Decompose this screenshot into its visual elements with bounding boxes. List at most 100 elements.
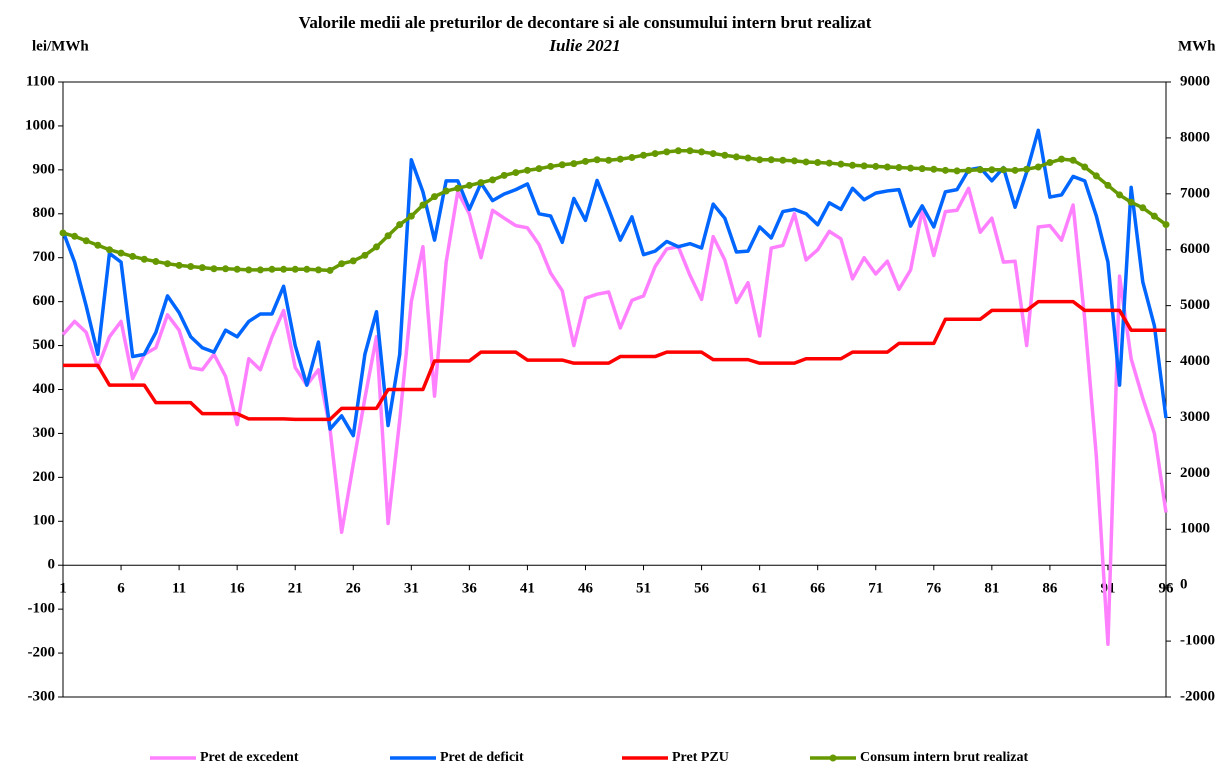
series-marker — [71, 232, 79, 240]
y2-tick-label: 0 — [1180, 577, 1188, 593]
y-tick-label: 700 — [33, 249, 56, 265]
y-tick-label: 400 — [33, 381, 56, 397]
series-marker — [605, 156, 613, 164]
y2-tick-label: -2000 — [1180, 688, 1215, 704]
x-tick-label: 31 — [404, 581, 419, 597]
y2-tick-label: 7000 — [1180, 185, 1210, 201]
y-tick-label: 600 — [33, 293, 56, 309]
series-marker — [640, 151, 648, 159]
y2-tick-label: 5000 — [1180, 297, 1210, 313]
x-tick-label: 6 — [117, 581, 125, 597]
x-tick-label: 56 — [694, 581, 710, 597]
series-marker — [349, 257, 357, 265]
y2-tick-label: 2000 — [1180, 465, 1210, 481]
series-marker — [872, 162, 880, 170]
series-marker — [802, 158, 810, 166]
y-tick-label: 200 — [33, 469, 56, 485]
series-marker — [1011, 166, 1019, 174]
series-marker — [976, 166, 984, 174]
series-marker — [407, 212, 415, 220]
series-marker — [779, 156, 787, 164]
series-marker — [860, 162, 868, 170]
y2-axis-label: MWh — [1178, 38, 1216, 54]
series-marker — [581, 157, 589, 165]
series-marker — [442, 187, 450, 195]
y-tick-label: 900 — [33, 161, 56, 177]
y2-tick-label: 3000 — [1180, 409, 1210, 425]
y-tick-label: 500 — [33, 337, 56, 353]
x-tick-label: 11 — [172, 581, 186, 597]
y-tick-label: 800 — [33, 205, 56, 221]
series-marker — [163, 260, 171, 268]
series-marker — [988, 166, 996, 174]
series-marker — [198, 264, 206, 272]
series-marker — [849, 161, 857, 169]
legend-label: Pret de excedent — [200, 750, 299, 765]
series-marker — [732, 153, 740, 161]
y-axis-label: lei/MWh — [32, 38, 89, 54]
series-marker — [547, 162, 555, 170]
series-marker — [233, 265, 241, 273]
x-tick-label: 66 — [810, 581, 826, 597]
series-marker — [105, 246, 113, 254]
series-marker — [187, 263, 195, 270]
series-marker — [1127, 198, 1135, 206]
series-marker — [129, 252, 137, 260]
series-marker — [930, 165, 938, 173]
series-marker — [59, 229, 67, 237]
x-tick-label: 71 — [868, 581, 883, 597]
series-marker — [1139, 204, 1147, 212]
series-marker — [837, 160, 845, 168]
series-marker — [593, 156, 601, 164]
legend-label: Consum intern brut realizat — [860, 750, 1028, 765]
chart-title: Valorile medii ale preturilor de deconta… — [299, 13, 872, 32]
series-marker — [291, 265, 299, 273]
series-marker — [338, 260, 346, 268]
series-marker — [883, 163, 891, 171]
y2-tick-label: 9000 — [1180, 73, 1210, 89]
series-marker — [814, 159, 822, 167]
x-tick-label: 21 — [288, 581, 303, 597]
y2-tick-label: 6000 — [1180, 241, 1210, 257]
series-marker — [616, 155, 624, 163]
x-tick-label: 1 — [59, 581, 67, 597]
series-marker — [825, 159, 833, 167]
series-marker — [965, 166, 973, 174]
x-tick-label: 41 — [520, 581, 535, 597]
series-marker — [419, 201, 427, 209]
series-marker — [1150, 212, 1158, 220]
series-marker — [175, 261, 183, 269]
legend-marker — [829, 754, 837, 762]
series-marker — [1046, 159, 1054, 167]
series-marker — [489, 176, 497, 184]
series-marker — [465, 181, 473, 189]
series-marker — [895, 164, 903, 172]
series-marker — [1081, 163, 1089, 171]
series-marker — [558, 161, 566, 169]
y2-tick-label: 8000 — [1180, 129, 1210, 145]
series-marker — [94, 241, 102, 249]
y-tick-label: 0 — [48, 557, 56, 573]
series-marker — [674, 147, 682, 155]
series-marker — [326, 266, 334, 274]
series-marker — [256, 266, 264, 274]
legend-label: Pret de deficit — [440, 750, 524, 765]
series-marker — [918, 165, 926, 173]
series-marker — [1034, 163, 1042, 171]
y-tick-label: -100 — [28, 601, 56, 617]
series-marker — [1058, 155, 1066, 163]
x-tick-label: 51 — [636, 581, 651, 597]
series-marker — [651, 150, 659, 158]
series-marker — [372, 243, 380, 251]
y-tick-label: 1000 — [25, 117, 55, 133]
y2-tick-label: 1000 — [1180, 521, 1210, 537]
series-marker — [82, 237, 90, 245]
series-marker — [117, 249, 125, 257]
y-tick-label: -200 — [28, 645, 56, 661]
series-marker — [1023, 165, 1031, 173]
series-line — [63, 299, 1166, 422]
series-marker — [140, 255, 148, 263]
x-tick-label: 61 — [752, 581, 767, 597]
series-marker — [709, 150, 717, 158]
